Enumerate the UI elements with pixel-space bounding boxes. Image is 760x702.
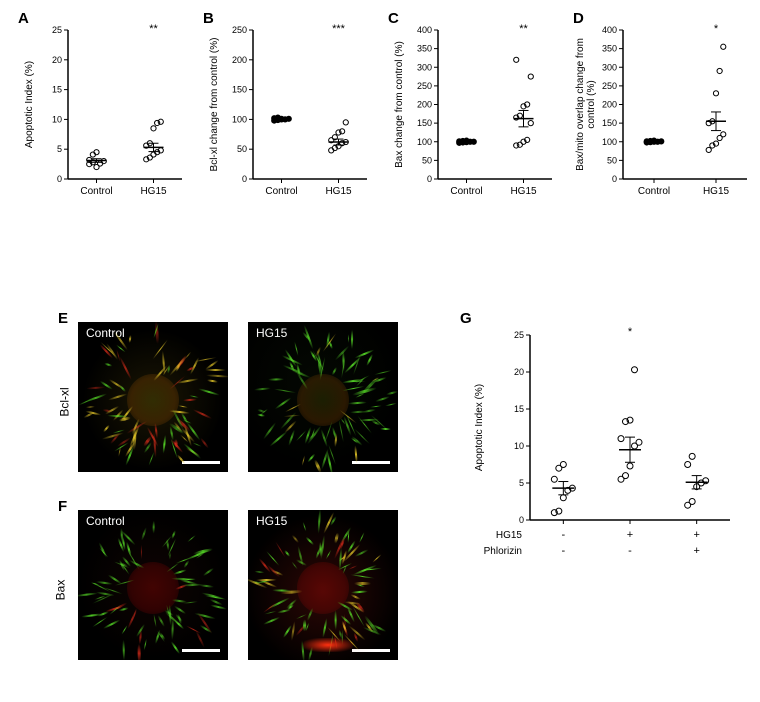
svg-text:HG15: HG15 (703, 186, 730, 197)
panel-label-f: F (58, 498, 67, 515)
chart-bax-mito: 0 50 100 150 200 250 300 350 400 Bax/mito overlap… (573, 12, 753, 207)
svg-text:-: - (561, 545, 565, 557)
svg-text:Apoptotic Index (%): Apoptotic Index (%) (474, 384, 485, 471)
svg-text:100: 100 (232, 114, 247, 124)
svg-text:HG15: HG15 (140, 186, 167, 197)
svg-text:100: 100 (417, 137, 432, 147)
svg-text:0: 0 (427, 174, 432, 184)
svg-text:+: + (627, 529, 633, 541)
svg-text:300: 300 (417, 62, 432, 72)
svg-text:400: 400 (417, 25, 432, 35)
svg-text:25: 25 (514, 330, 524, 340)
micrograph-bclxl-hg15: HG15 (248, 322, 398, 472)
svg-text:10: 10 (514, 441, 524, 451)
svg-text:HG15: HG15 (496, 530, 523, 541)
svg-text:0: 0 (612, 174, 617, 184)
svg-text:250: 250 (417, 81, 432, 91)
svg-text:5: 5 (519, 478, 524, 488)
micrograph-bax-control: Control (78, 510, 228, 660)
svg-text:200: 200 (232, 55, 247, 65)
svg-text:150: 150 (232, 85, 247, 95)
svg-text:**: ** (149, 23, 158, 35)
row-label-bax: Bax (53, 580, 67, 601)
svg-text:HG15: HG15 (325, 186, 352, 197)
svg-text:Control: Control (638, 186, 670, 197)
svg-text:200: 200 (417, 100, 432, 110)
svg-text:Phlorizin: Phlorizin (484, 546, 522, 557)
row-label-bclxl: Bcl-xl (58, 387, 72, 416)
svg-text:300: 300 (602, 62, 617, 72)
svg-text:150: 150 (417, 118, 432, 128)
svg-text:Bax/mito overlap change fromco: Bax/mito overlap change fromcontrol (%) (575, 38, 597, 171)
svg-text:50: 50 (422, 155, 432, 165)
svg-text:-: - (628, 545, 632, 557)
svg-text:350: 350 (602, 44, 617, 54)
svg-text:250: 250 (232, 25, 247, 35)
svg-text:400: 400 (602, 25, 617, 35)
micrograph-bax-hg15: HG15 (248, 510, 398, 660)
svg-text:20: 20 (514, 367, 524, 377)
svg-text:Apoptotic Index (%): Apoptotic Index (%) (24, 61, 35, 148)
chart-phlorizin: 0 5 10 15 20 25 Apoptotic Index (%) * HG15 - + + Phl… (460, 315, 740, 575)
chart-bax: 0 50 100 150 200 250 300 350 400 Bax change from … (388, 12, 558, 207)
svg-text:+: + (693, 545, 699, 557)
svg-text:200: 200 (602, 100, 617, 110)
chart-bclxl: 0 50 100 150 200 250 Bcl-xl change from contro… (203, 12, 373, 207)
micrograph-bclxl-control: Control (78, 322, 228, 472)
svg-text:50: 50 (607, 155, 617, 165)
chart-apoptotic-index: 0 5 10 15 20 25 Apoptotic Index (%) Control HG15… (18, 12, 188, 207)
svg-text:*: * (628, 326, 633, 338)
svg-text:100: 100 (602, 137, 617, 147)
svg-text:Control: Control (450, 186, 482, 197)
svg-text:Bax change from control (%): Bax change from control (%) (394, 41, 405, 168)
svg-text:***: *** (332, 23, 346, 35)
svg-text:*: * (714, 23, 719, 35)
svg-text:**: ** (519, 23, 528, 35)
svg-text:-: - (561, 529, 565, 541)
svg-text:5: 5 (57, 144, 62, 154)
svg-text:0: 0 (519, 515, 524, 525)
svg-text:250: 250 (602, 81, 617, 91)
svg-text:0: 0 (242, 174, 247, 184)
svg-text:15: 15 (52, 85, 62, 95)
svg-text:350: 350 (417, 44, 432, 54)
svg-text:150: 150 (602, 118, 617, 128)
svg-text:Bcl-xl change from control (%): Bcl-xl change from control (%) (209, 38, 220, 172)
panel-label-e: E (58, 310, 68, 327)
svg-text:HG15: HG15 (510, 186, 537, 197)
svg-text:15: 15 (514, 404, 524, 414)
svg-text:10: 10 (52, 114, 62, 124)
svg-text:50: 50 (237, 144, 247, 154)
svg-text:Control: Control (80, 186, 112, 197)
svg-text:0: 0 (57, 174, 62, 184)
svg-text:Control: Control (265, 186, 297, 197)
svg-text:+: + (693, 529, 699, 541)
svg-text:20: 20 (52, 55, 62, 65)
svg-text:25: 25 (52, 25, 62, 35)
